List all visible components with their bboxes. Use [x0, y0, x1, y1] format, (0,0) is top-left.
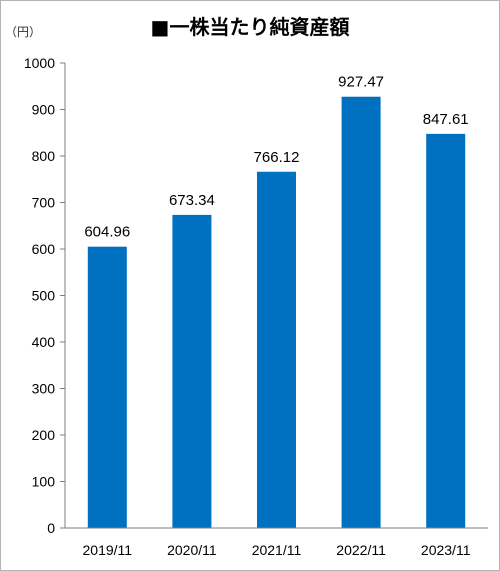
bar	[341, 96, 381, 529]
bar-value-label: 604.96	[84, 224, 130, 241]
y-axis-unit-label: （円）	[5, 25, 41, 39]
x-tick-label: 2021/11	[252, 542, 302, 558]
y-tick-label: 100	[32, 474, 56, 490]
bar-value-label: 847.61	[423, 111, 469, 128]
bar-value-label: 766.12	[254, 149, 300, 166]
y-tick-label: 800	[32, 148, 56, 164]
y-tick-label: 1000	[24, 55, 55, 71]
chart-title: ■一株当たり純資産額	[151, 15, 350, 39]
y-tick-label: 900	[32, 102, 56, 118]
y-tick-label: 700	[32, 195, 56, 211]
x-tick-label: 2020/11	[167, 542, 217, 558]
bar-value-label: 673.34	[169, 192, 215, 209]
data-labels: 604.96 673.34 766.12 927.47 847.61	[84, 74, 468, 241]
x-tick-label: 2023/11	[421, 542, 471, 558]
x-tick-label: 2022/11	[336, 542, 386, 558]
y-tick-label: 0	[47, 520, 55, 536]
bars	[87, 96, 466, 529]
bar-value-label: 927.47	[338, 74, 384, 91]
y-tick-label: 500	[32, 288, 56, 304]
x-tick-label: 2019/11	[83, 542, 133, 558]
x-axis-ticks: 2019/11 2020/11 2021/11 2022/11 2023/11	[83, 542, 471, 558]
y-tick-label: 300	[32, 381, 56, 397]
y-tick-label: 400	[32, 334, 56, 350]
bar	[257, 171, 296, 528]
y-tick-label: 600	[32, 241, 56, 257]
y-axis-ticks: 0 100 200 300 400 500 600 700 800 900 1000	[24, 55, 65, 536]
bar	[172, 214, 212, 528]
y-tick-label: 200	[32, 427, 56, 443]
bar	[426, 133, 466, 529]
bar	[87, 246, 127, 528]
